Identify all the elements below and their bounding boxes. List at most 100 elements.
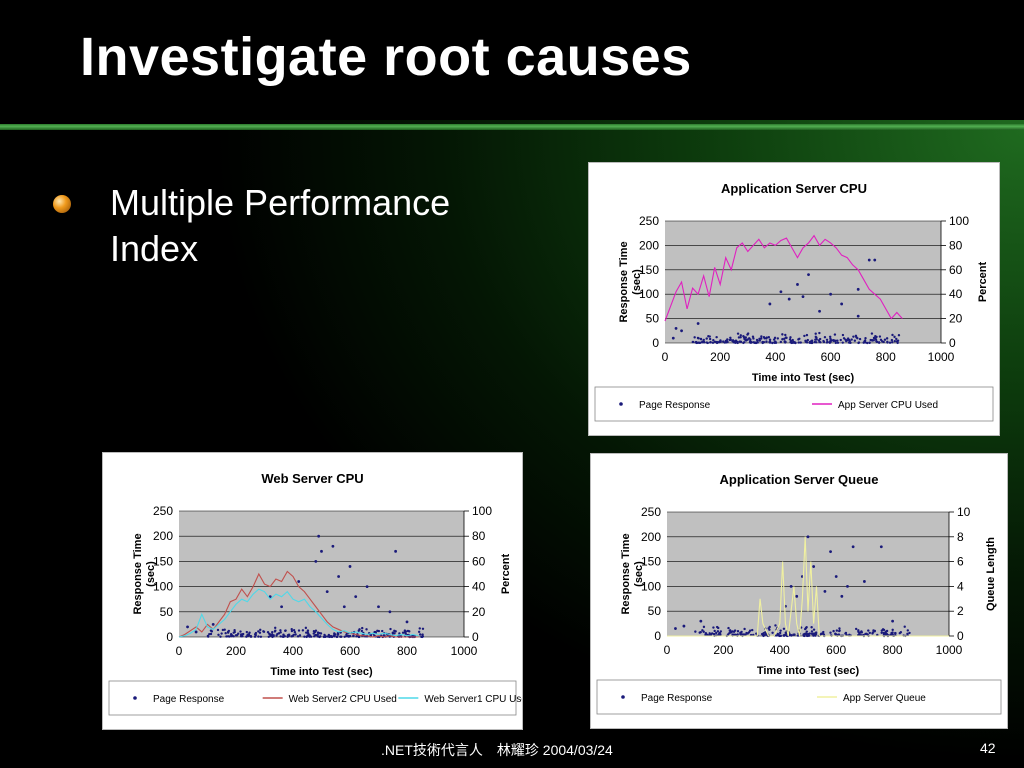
data-point: [374, 630, 377, 634]
y2-axis-label: Percent: [500, 553, 512, 594]
data-point: [240, 634, 243, 638]
data-point: [318, 635, 321, 639]
data-point: [821, 632, 825, 635]
data-point: [717, 626, 720, 630]
data-point: [702, 630, 705, 633]
data-point: [246, 633, 249, 636]
series-line: [178, 588, 419, 638]
data-point: [361, 626, 364, 630]
series-page-response: [671, 258, 901, 345]
data-point: [691, 340, 695, 344]
data-point: [331, 544, 335, 548]
data-point: [418, 633, 422, 636]
data-point: [394, 630, 397, 633]
data-point: [282, 633, 285, 636]
data-point: [317, 534, 321, 538]
plot-area: [667, 512, 949, 636]
y2-tick-label: 2: [957, 604, 964, 618]
data-point: [749, 341, 753, 344]
data-point: [758, 339, 762, 342]
data-point: [228, 635, 231, 638]
data-point: [779, 629, 782, 632]
data-point: [308, 635, 311, 638]
data-point: [818, 331, 821, 335]
data-point: [267, 635, 270, 638]
chart-svg: Application Server Queue0501001502002500…: [596, 472, 1002, 715]
data-point: [223, 628, 226, 631]
data-point: [742, 334, 745, 338]
data-point: [704, 631, 708, 635]
data-point: [712, 339, 715, 342]
legend: [596, 679, 1002, 715]
data-point: [805, 626, 808, 629]
data-point: [737, 336, 741, 339]
data-point: [254, 631, 258, 635]
data-point: [290, 629, 294, 633]
data-point: [778, 631, 782, 635]
data-point: [797, 338, 800, 341]
data-point: [708, 337, 712, 341]
svg-text:Percent: Percent: [500, 553, 512, 594]
data-point: [742, 633, 746, 636]
data-point: [768, 625, 771, 629]
data-point: [864, 341, 867, 344]
data-point: [822, 340, 826, 344]
data-point: [788, 633, 791, 636]
data-point: [841, 333, 845, 337]
data-point: [733, 629, 737, 632]
legend-marker: [621, 695, 625, 699]
data-point: [337, 575, 340, 578]
data-point: [746, 333, 749, 336]
y-tick-label: 250: [153, 504, 173, 518]
data-point: [871, 631, 874, 634]
y2-tick-label: 20: [472, 605, 486, 619]
data-point: [834, 575, 838, 578]
data-point: [421, 633, 424, 636]
data-point: [739, 334, 742, 337]
legend: [108, 680, 517, 716]
data-point: [206, 635, 210, 638]
data-point: [233, 629, 236, 632]
data-point: [748, 629, 752, 632]
data-point: [754, 341, 757, 345]
data-point: [908, 631, 911, 635]
data-point: [216, 628, 220, 632]
data-point: [765, 336, 769, 339]
data-point: [713, 340, 717, 343]
data-point: [671, 336, 675, 340]
data-point: [830, 339, 833, 342]
data-point: [889, 633, 893, 636]
data-point: [771, 631, 774, 634]
y2-tick-label: 60: [949, 263, 963, 277]
data-point: [891, 333, 894, 337]
y-tick-label: 250: [641, 505, 661, 519]
chart-title: Application Server Queue: [720, 472, 879, 487]
svg-text:Percent: Percent: [977, 261, 989, 302]
data-point: [272, 634, 275, 637]
data-point: [796, 283, 799, 286]
data-point: [208, 633, 211, 636]
data-point: [895, 340, 899, 343]
data-point: [186, 625, 189, 629]
data-point: [736, 332, 740, 335]
data-point: [814, 332, 817, 335]
data-point: [259, 635, 263, 639]
data-point: [742, 341, 745, 345]
chart-svg: Application Server CPU050100150200250020…: [594, 181, 994, 422]
data-point: [335, 635, 339, 639]
data-point: [307, 632, 310, 635]
data-point: [891, 341, 894, 344]
data-point: [866, 633, 869, 636]
y-tick-label: 50: [646, 312, 660, 326]
series-app-server-cpu-used: [664, 234, 903, 322]
data-point: [837, 633, 841, 636]
data-point: [857, 629, 860, 632]
data-point: [779, 290, 783, 294]
data-point: [829, 550, 832, 554]
data-point: [868, 631, 872, 635]
data-point: [779, 340, 783, 344]
data-point: [778, 634, 781, 637]
data-point: [828, 341, 832, 344]
data-point: [844, 338, 847, 341]
y-tick-label: 200: [153, 529, 173, 543]
